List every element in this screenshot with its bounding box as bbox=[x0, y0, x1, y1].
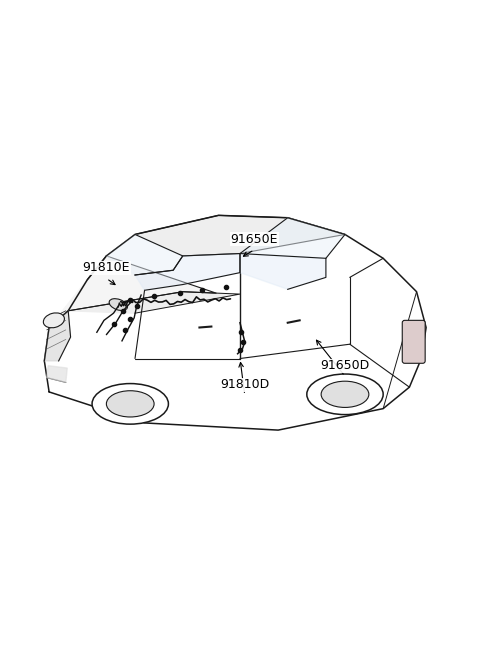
Text: 91650D: 91650D bbox=[320, 359, 370, 372]
Ellipse shape bbox=[92, 384, 168, 424]
Ellipse shape bbox=[109, 299, 128, 310]
Polygon shape bbox=[44, 215, 426, 430]
Ellipse shape bbox=[307, 374, 383, 415]
Text: 91810E: 91810E bbox=[83, 261, 130, 274]
FancyBboxPatch shape bbox=[402, 320, 425, 364]
Text: 91650E: 91650E bbox=[230, 233, 278, 246]
Polygon shape bbox=[47, 365, 67, 383]
Polygon shape bbox=[240, 253, 326, 290]
Polygon shape bbox=[135, 253, 240, 290]
Polygon shape bbox=[49, 256, 216, 328]
Polygon shape bbox=[44, 310, 71, 361]
Ellipse shape bbox=[321, 381, 369, 407]
Polygon shape bbox=[68, 291, 240, 313]
Polygon shape bbox=[240, 217, 345, 258]
Polygon shape bbox=[107, 234, 183, 275]
Polygon shape bbox=[135, 215, 345, 256]
Text: 91810D: 91810D bbox=[220, 379, 269, 391]
Ellipse shape bbox=[107, 391, 154, 417]
Ellipse shape bbox=[43, 313, 64, 328]
